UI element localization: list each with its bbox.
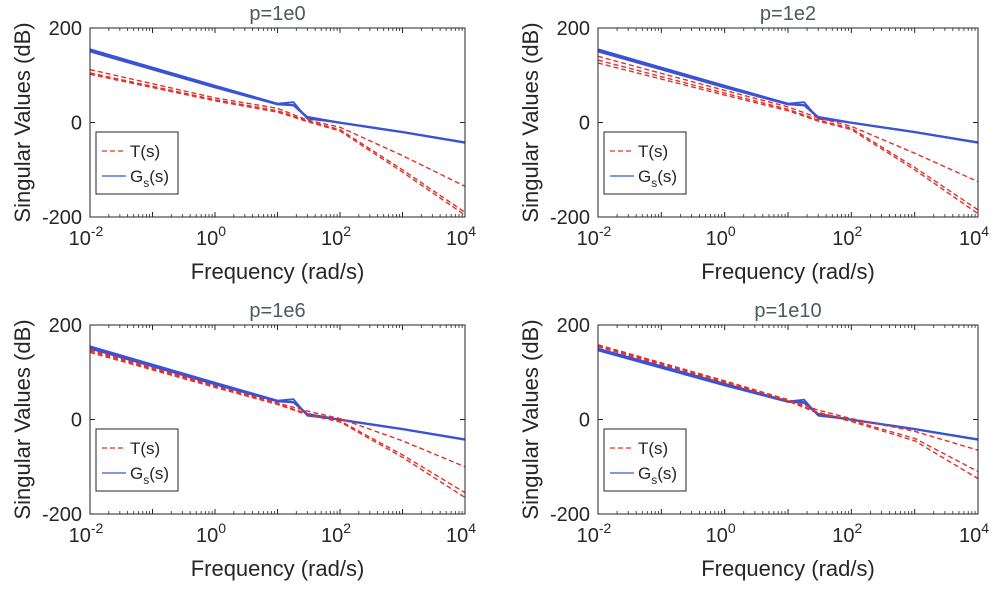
series-t-line xyxy=(90,350,465,494)
series-gs-line xyxy=(598,48,978,144)
series-gs-line xyxy=(598,50,978,144)
y-tick-label: 0 xyxy=(579,113,590,135)
x-axis-label: Frequency (rad/s) xyxy=(701,259,875,284)
series-gs-line xyxy=(90,49,465,144)
panel-title: p=1e0 xyxy=(249,3,305,25)
y-tick-label: 0 xyxy=(71,113,82,135)
series-t-line xyxy=(90,68,465,187)
x-tick-label: 100 xyxy=(196,520,226,547)
legend: T(s) Gs(s) xyxy=(95,428,179,492)
series-gs-line xyxy=(90,48,465,144)
panel-title: p=1e10 xyxy=(754,300,821,322)
x-tick-label: 10-2 xyxy=(69,223,104,250)
plot-area xyxy=(598,48,978,215)
legend-box xyxy=(603,131,687,195)
series-t-line xyxy=(90,73,465,216)
x-tick-label: 100 xyxy=(706,223,736,250)
x-tick-label: 10-2 xyxy=(69,520,104,547)
legend-gs-label: Gs(s) xyxy=(638,464,677,487)
series-gs-line xyxy=(90,346,465,441)
panel-2: p=1e2 10-2 100 102 104 200 0 -200 Frequency (rad… xyxy=(518,3,989,284)
x-tick-label: 10-2 xyxy=(577,520,612,547)
y-axis-label: Singular Values (dB) xyxy=(10,319,35,519)
y-tick-label: 200 xyxy=(49,18,82,40)
y-tick-label: 200 xyxy=(49,315,82,337)
x-tick-label: 100 xyxy=(706,520,736,547)
legend-t-label: T(s) xyxy=(130,439,160,458)
x-axis-label: Frequency (rad/s) xyxy=(701,556,875,581)
series-t-line xyxy=(598,55,978,183)
y-axis-label: Singular Values (dB) xyxy=(518,22,543,222)
series-t-line xyxy=(598,346,978,480)
x-tick-label: 104 xyxy=(446,223,476,250)
series-gs-line xyxy=(598,349,978,441)
series-t-line xyxy=(90,72,465,213)
plot-area xyxy=(598,344,978,480)
panel-4: p=1e10 10-2 100 102 104 200 0 -200 Frequency (ra… xyxy=(518,300,989,581)
y-axis-label: Singular Values (dB) xyxy=(518,319,543,519)
x-tick-label: 10-2 xyxy=(577,223,612,250)
x-tick-label: 102 xyxy=(832,223,862,250)
series-gs-line xyxy=(598,49,978,144)
x-tick-label: 102 xyxy=(321,223,351,250)
x-axis-label: Frequency (rad/s) xyxy=(191,259,365,284)
series-t-line xyxy=(598,62,978,215)
series-t-line xyxy=(598,345,978,473)
panel-title: p=1e6 xyxy=(249,300,305,322)
legend-box xyxy=(95,131,179,195)
plot-area xyxy=(90,48,465,216)
plot-area xyxy=(90,345,465,499)
x-tick-label: 104 xyxy=(446,520,476,547)
series-t-line xyxy=(598,344,978,451)
series-gs-line xyxy=(90,50,465,144)
y-tick-label: 200 xyxy=(557,315,590,337)
panel-3: p=1e6 10-2 100 102 104 200 0 -200 Frequency (rad… xyxy=(10,300,476,581)
legend-t-label: T(s) xyxy=(130,142,160,161)
y-axis-label: Singular Values (dB) xyxy=(10,22,35,222)
series-t-line xyxy=(598,59,978,211)
x-tick-label: 104 xyxy=(959,520,989,547)
legend-box xyxy=(603,428,687,492)
y-tick-label: -200 xyxy=(42,504,82,526)
x-tick-label: 102 xyxy=(321,520,351,547)
legend-t-label: T(s) xyxy=(638,142,668,161)
legend-gs-label: Gs(s) xyxy=(638,167,677,190)
series-t-line xyxy=(90,351,465,499)
panel-title: p=1e2 xyxy=(760,3,816,25)
y-tick-label: -200 xyxy=(550,504,590,526)
legend-gs-label: Gs(s) xyxy=(130,167,169,190)
y-tick-label: -200 xyxy=(550,207,590,229)
y-tick-label: 0 xyxy=(71,410,82,432)
legend: T(s) Gs(s) xyxy=(603,131,687,195)
legend-t-label: T(s) xyxy=(638,439,668,458)
series-gs-line xyxy=(90,345,465,441)
legend-box xyxy=(95,428,179,492)
x-tick-label: 100 xyxy=(196,223,226,250)
y-tick-label: 200 xyxy=(557,18,590,40)
x-tick-label: 104 xyxy=(959,223,989,250)
x-axis-label: Frequency (rad/s) xyxy=(191,556,365,581)
legend: T(s) Gs(s) xyxy=(95,131,179,195)
panel-1: p=1e0 10-2 100 102 104 200 0 -200 Frequency (rad… xyxy=(10,3,476,284)
legend-gs-label: Gs(s) xyxy=(130,464,169,487)
y-tick-label: 0 xyxy=(579,410,590,432)
y-tick-label: -200 xyxy=(42,207,82,229)
legend: T(s) Gs(s) xyxy=(603,428,687,492)
x-tick-label: 102 xyxy=(832,520,862,547)
series-t-line xyxy=(90,348,465,468)
